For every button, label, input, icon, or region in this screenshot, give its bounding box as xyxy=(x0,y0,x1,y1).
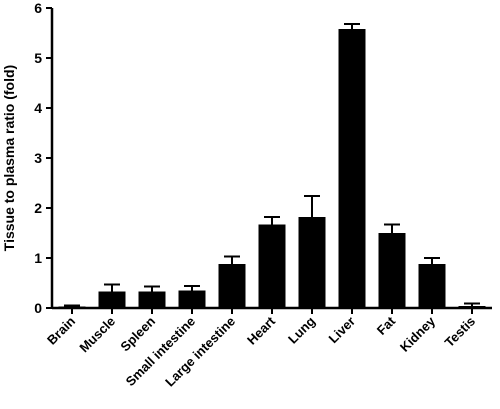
error-bars-group xyxy=(64,23,480,307)
y-axis-title-group: Tissue to plasma ratio (fold) xyxy=(1,65,17,251)
error-bar xyxy=(304,195,320,217)
bar-liver xyxy=(338,29,366,308)
x-tick-label: Brain xyxy=(44,313,78,347)
y-tick-label: 2 xyxy=(34,200,42,216)
x-tick-label: Large intestine xyxy=(162,314,238,390)
y-axis-ticks: 0 1 2 3 4 5 6 xyxy=(34,0,52,316)
error-bar xyxy=(184,285,200,291)
bar-lung xyxy=(298,217,326,308)
error-bar xyxy=(344,23,360,29)
y-tick-label: 4 xyxy=(34,100,42,116)
error-bar xyxy=(264,216,280,225)
x-tick-label: Kidney xyxy=(397,313,439,355)
bar-kidney xyxy=(418,264,446,308)
error-bar xyxy=(384,223,400,233)
bars-group xyxy=(58,29,486,308)
bar-large-intestine xyxy=(218,264,246,308)
x-tick-label: Liver xyxy=(326,314,359,347)
x-tick-label: Testis xyxy=(442,314,478,350)
y-tick-label: 6 xyxy=(34,0,42,16)
y-tick-label: 0 xyxy=(34,300,42,316)
error-bar xyxy=(464,302,480,306)
x-tick-label: Lung xyxy=(285,313,318,346)
error-bar xyxy=(224,255,240,264)
y-tick-label: 5 xyxy=(34,50,42,66)
bar-small-intestine xyxy=(178,290,206,308)
bar-heart xyxy=(258,224,286,308)
error-bar xyxy=(64,304,80,307)
x-tick-label: Muscle xyxy=(76,314,118,356)
bar-fat xyxy=(378,233,406,308)
y-axis-title: Tissue to plasma ratio (fold) xyxy=(1,65,17,251)
x-tick-label: Small intestine xyxy=(123,314,198,389)
error-bar xyxy=(424,257,440,264)
bar-muscle xyxy=(98,291,126,308)
error-bar xyxy=(104,283,120,292)
x-tick-label: Fat xyxy=(374,313,399,338)
x-tick-label: Heart xyxy=(244,313,279,348)
bar-spleen xyxy=(138,291,166,308)
error-bar xyxy=(144,285,160,292)
y-tick-label: 1 xyxy=(34,250,42,266)
y-tick-label: 3 xyxy=(34,150,42,166)
